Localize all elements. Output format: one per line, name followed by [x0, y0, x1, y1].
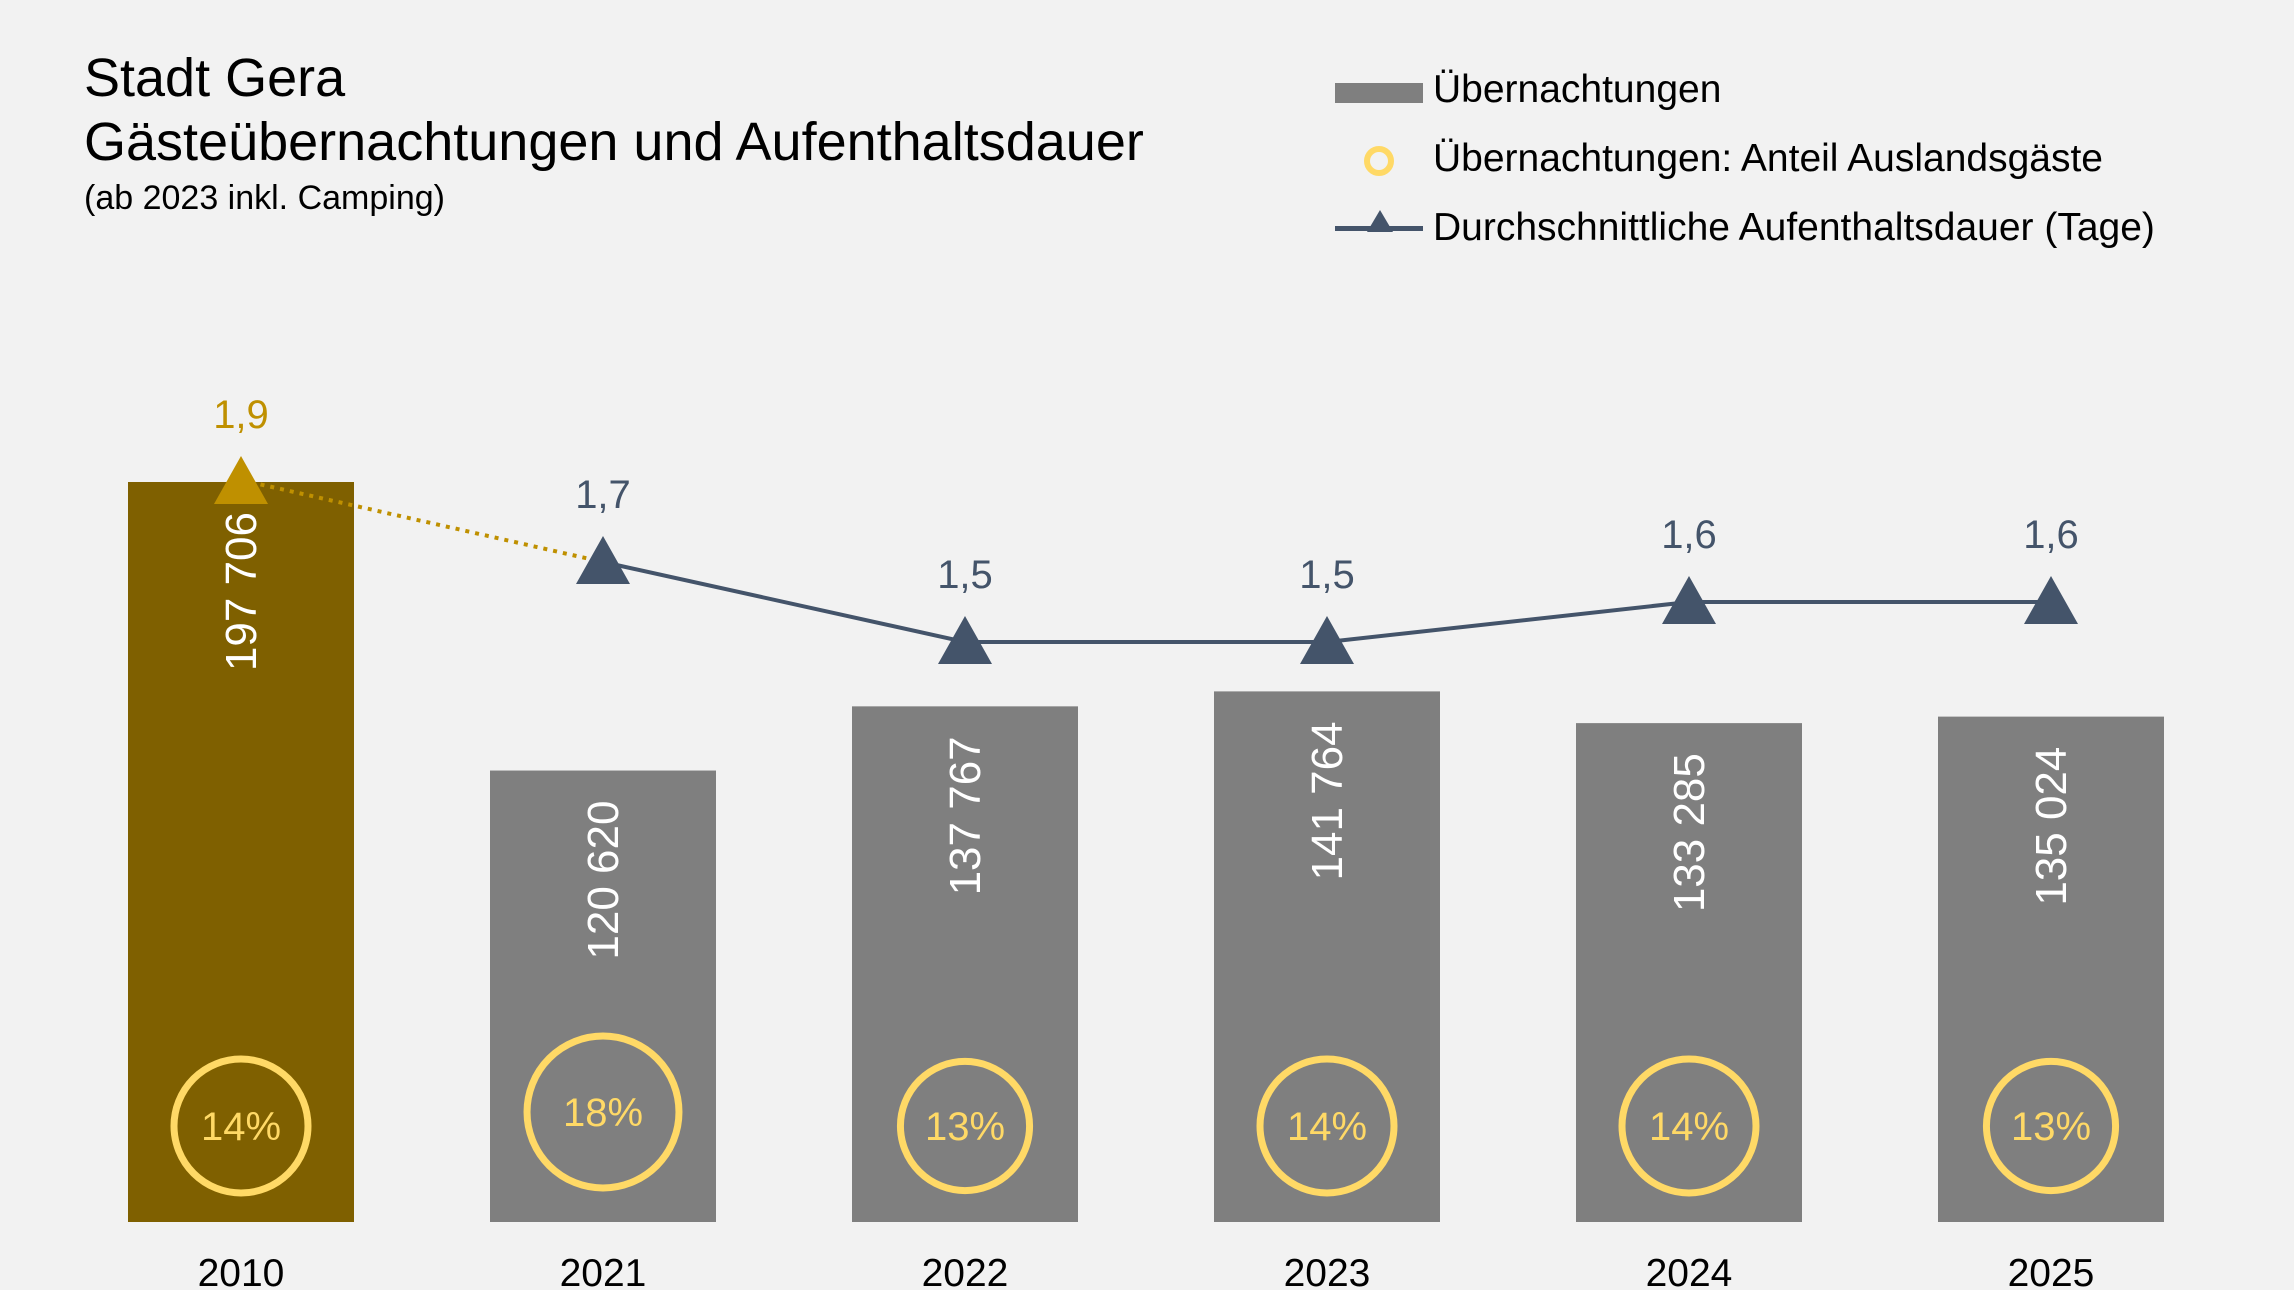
stay-label-2023: 1,5	[1299, 553, 1355, 597]
legend-circle-swatch	[1364, 146, 1394, 176]
share-circle-2021	[523, 1032, 683, 1192]
share-label-2021: 18%	[563, 1091, 643, 1135]
chart-title-block: Stadt Gera Gästeübernachtungen und Aufen…	[84, 46, 1144, 220]
stay-label-2010: 1,9	[213, 393, 269, 437]
stay-marker-2023	[1300, 616, 1354, 664]
x-tick-label-2010: 2010	[198, 1252, 285, 1290]
stay-marker-2025	[2024, 576, 2078, 624]
bar-value-label-2022: 137 767	[941, 736, 990, 895]
legend-label-bars: Übernachtungen	[1433, 68, 1722, 111]
share-label-2024: 14%	[1649, 1105, 1729, 1149]
share-circle-2010	[170, 1055, 312, 1197]
x-tick-label-2024: 2024	[1646, 1252, 1733, 1290]
share-circle-2025	[1982, 1057, 2120, 1195]
stay-label-2025: 1,6	[2023, 513, 2079, 557]
chart-title: Stadt Gera	[84, 48, 346, 108]
legend-label-line: Durchschnittliche Aufenthaltsdauer (Tage…	[1433, 206, 2155, 249]
share-label-2023: 14%	[1287, 1105, 1367, 1149]
share-circle-2024	[1618, 1055, 1760, 1197]
share-circle-2023	[1256, 1055, 1398, 1197]
share-label-2010: 14%	[201, 1105, 281, 1149]
bar-2010	[128, 482, 354, 1222]
bar-2024	[1576, 723, 1802, 1222]
stay-label-2022: 1,5	[937, 553, 993, 597]
bar-value-label-2010: 197 706	[217, 512, 266, 671]
share-label-2022: 13%	[925, 1105, 1005, 1149]
x-tick-label-2025: 2025	[2008, 1252, 2095, 1290]
legend-label-circles: Übernachtungen: Anteil Auslandsgäste	[1433, 137, 2103, 180]
bar-value-label-2021: 120 620	[579, 801, 628, 960]
stay-marker-2021	[576, 536, 630, 584]
stay-marker-2024	[1662, 576, 1716, 624]
x-tick-label-2021: 2021	[560, 1252, 647, 1290]
bar-2021	[490, 770, 716, 1222]
stay-marker-2010	[214, 456, 268, 504]
bar-2023	[1214, 691, 1440, 1222]
bar-value-label-2023: 141 764	[1303, 721, 1352, 880]
bar-2025	[1938, 716, 2164, 1222]
stay-label-2021: 1,7	[575, 473, 631, 517]
legend-triangle-icon	[1367, 210, 1393, 232]
stay-line-connector-2010	[240, 478, 604, 564]
share-label-2025: 13%	[2011, 1105, 2091, 1149]
stay-label-2024: 1,6	[1661, 513, 1717, 557]
x-tick-label-2022: 2022	[922, 1252, 1009, 1290]
chart-title-line-2: Gästeübernachtungen und Aufenthaltsdauer	[84, 112, 1144, 172]
bar-value-label-2025: 135 024	[2027, 747, 2076, 906]
chart-subtitle: (ab 2023 inkl. Camping)	[84, 179, 445, 217]
bar-value-label-2024: 133 285	[1665, 753, 1714, 912]
stay-marker-2022	[938, 616, 992, 664]
bar-2022	[852, 706, 1078, 1222]
x-tick-label-2023: 2023	[1284, 1252, 1371, 1290]
legend-bar-swatch	[1335, 83, 1423, 103]
share-circle-2022	[896, 1057, 1034, 1195]
